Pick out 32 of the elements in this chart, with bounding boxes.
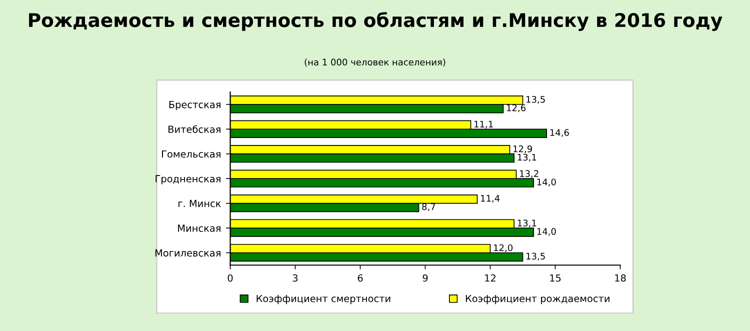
y-tick-label: г. Минск bbox=[178, 200, 221, 208]
y-tick-label: Гродненская bbox=[156, 175, 220, 184]
data-label: 14,6 bbox=[550, 129, 569, 137]
x-tick-label: 9 bbox=[422, 274, 428, 282]
x-tick-label: 3 bbox=[292, 274, 298, 282]
y-tick-label: Могилевская bbox=[155, 249, 220, 257]
legend-label: Коэффициент смертности bbox=[256, 294, 390, 304]
y-tick-label: Гомельская bbox=[162, 150, 220, 158]
y-tick-label: Витебская bbox=[168, 125, 220, 133]
x-tick-label: 18 bbox=[615, 274, 626, 282]
data-label: 11,4 bbox=[481, 195, 500, 203]
data-label: 12,6 bbox=[507, 104, 526, 112]
x-tick-label: 6 bbox=[358, 274, 363, 282]
data-label: 14,0 bbox=[537, 178, 556, 186]
data-label: 11,1 bbox=[474, 120, 493, 128]
data-label: 13,5 bbox=[526, 252, 545, 261]
chart-title: Рождаемость и смертность по областям и г.Минску в 2016 году bbox=[29, 12, 722, 31]
data-label: 12,9 bbox=[514, 145, 532, 154]
y-tick-label: Брестская bbox=[169, 100, 220, 110]
chart-subtitle: (на 1 000 человек населения) bbox=[304, 58, 446, 67]
x-tick-label: 0 bbox=[228, 274, 233, 282]
y-tick-label: Минская bbox=[178, 224, 220, 232]
data-label: 8,7 bbox=[422, 203, 436, 212]
data-label: 12,0 bbox=[494, 244, 513, 252]
data-label: 13,1 bbox=[518, 220, 536, 228]
data-label: 13,1 bbox=[518, 154, 536, 162]
legend-label: Коэффициент рождаемости bbox=[466, 294, 610, 304]
data-label: 14,0 bbox=[537, 228, 556, 236]
data-label: 13,2 bbox=[520, 170, 538, 178]
data-label: 13,5 bbox=[526, 96, 545, 104]
x-tick-label: 15 bbox=[550, 274, 561, 282]
x-tick-label: 12 bbox=[485, 274, 496, 282]
